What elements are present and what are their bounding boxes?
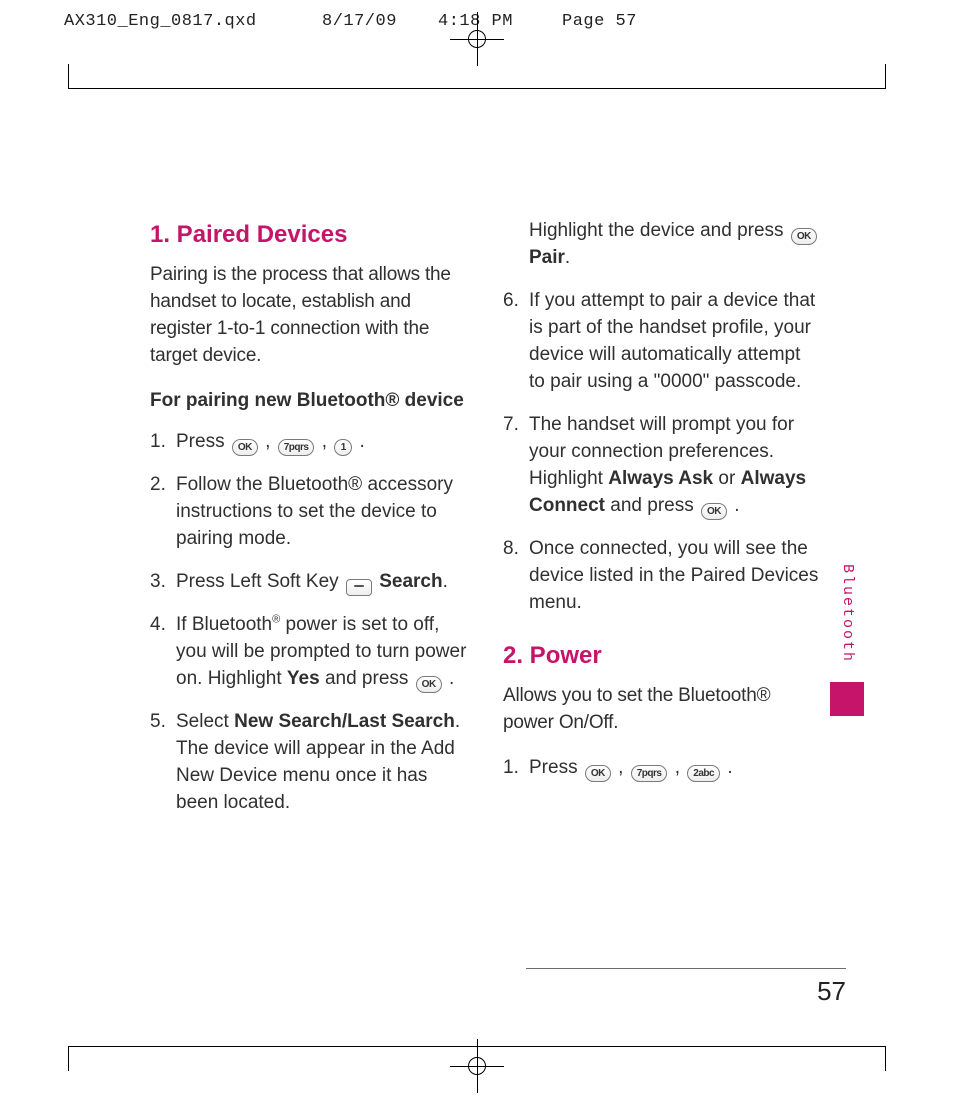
step-body: If you attempt to pair a device that is … — [529, 290, 815, 392]
registration-mark-icon — [462, 1051, 492, 1081]
step-body: If Bluetooth® power is set to off, you w… — [176, 614, 466, 689]
phone-key-icon: 7pqrs — [278, 439, 315, 456]
heading-paired-devices: 1. Paired Devices — [150, 218, 467, 252]
list-item: 4. If Bluetooth® power is set to off, you… — [150, 612, 467, 693]
hdr-page: Page 57 — [562, 12, 637, 31]
section-tab-marker — [830, 682, 864, 716]
crop-line — [885, 64, 886, 88]
subheading: For pairing new Bluetooth® device — [150, 388, 467, 415]
phone-key-icon: OK — [232, 439, 258, 456]
page-number: 57 — [817, 976, 846, 1007]
step-number: 2. — [150, 472, 166, 499]
step-body: Press OK , 7pqrs , 2abc . — [529, 757, 733, 778]
list-item: 3. Press Left Soft Key Search. — [150, 569, 467, 596]
step-number: 6. — [503, 288, 519, 315]
step-body: Once connected, you will see the device … — [529, 538, 818, 613]
page-number-rule — [526, 968, 846, 969]
phone-key-icon: 1 — [334, 439, 352, 456]
list-item: 1. Press OK , 7pqrs , 2abc . — [503, 755, 820, 782]
step-number: 5. — [150, 709, 166, 736]
list-item: 8. Once connected, you will see the devic… — [503, 536, 820, 617]
phone-key-icon: OK — [791, 228, 817, 245]
intro-text: Pairing is the process that allows the h… — [150, 262, 467, 370]
registration-mark-icon — [462, 24, 492, 54]
step-body: Follow the Bluetooth® accessory instruct… — [176, 474, 453, 549]
step-number: 8. — [503, 536, 519, 563]
hdr-date: 8/17/09 — [322, 12, 397, 31]
intro-power: Allows you to set the Bluetooth® power O… — [503, 683, 820, 737]
content-columns: 1. Paired Devices Pairing is the process… — [150, 218, 820, 833]
phone-key-icon: 7pqrs — [631, 765, 668, 782]
list-item: 7. The handset will prompt you for your c… — [503, 412, 820, 520]
step-body: Select New Search/Last Search. The devic… — [176, 711, 460, 813]
step-number: 1. — [503, 755, 519, 782]
soft-key-icon — [346, 579, 372, 596]
phone-key-icon: 2abc — [687, 765, 720, 782]
steps-list-1: 1. Press OK , 7pqrs , 1 . 2. Follow the Blu… — [150, 429, 467, 817]
crop-line — [68, 64, 69, 88]
section-tab: Bluetooth — [838, 564, 856, 663]
phone-key-icon: OK — [416, 676, 442, 693]
step-body: The handset will prompt you for your con… — [529, 414, 806, 516]
phone-key-icon: OK — [585, 765, 611, 782]
crop-line — [68, 88, 886, 89]
heading-power: 2. Power — [503, 639, 820, 673]
crop-line — [885, 1047, 886, 1071]
subheading-text: For pairing new Bluetooth® device — [150, 390, 464, 411]
step-body: Press OK , 7pqrs , 1 . — [176, 431, 365, 452]
step-number: 1. — [150, 429, 166, 456]
list-item: 5. Select New Search/Last Search. The dev… — [150, 709, 467, 817]
steps-list-3: 1. Press OK , 7pqrs , 2abc . — [503, 755, 820, 782]
list-item: 2. Follow the Bluetooth® accessory instru… — [150, 472, 467, 553]
column-left: 1. Paired Devices Pairing is the process… — [150, 218, 467, 833]
step-number: 7. — [503, 412, 519, 439]
continuation-text: Highlight the device and press OK Pair. — [503, 218, 820, 272]
crop-line — [68, 1047, 69, 1071]
hdr-file: AX310_Eng_0817.qxd — [64, 12, 257, 31]
steps-list-2: 6. If you attempt to pair a device that i… — [503, 288, 820, 617]
phone-key-icon: OK — [701, 503, 727, 520]
column-right: Highlight the device and press OK Pair. … — [503, 218, 820, 833]
page-root: AX310_Eng_0817.qxd 8/17/09 4:18 PM Page … — [0, 0, 954, 1099]
list-item: 1. Press OK , 7pqrs , 1 . — [150, 429, 467, 456]
step-number: 4. — [150, 612, 166, 639]
list-item: 6. If you attempt to pair a device that i… — [503, 288, 820, 396]
step-number: 3. — [150, 569, 166, 596]
step-body: Press Left Soft Key Search. — [176, 571, 448, 592]
